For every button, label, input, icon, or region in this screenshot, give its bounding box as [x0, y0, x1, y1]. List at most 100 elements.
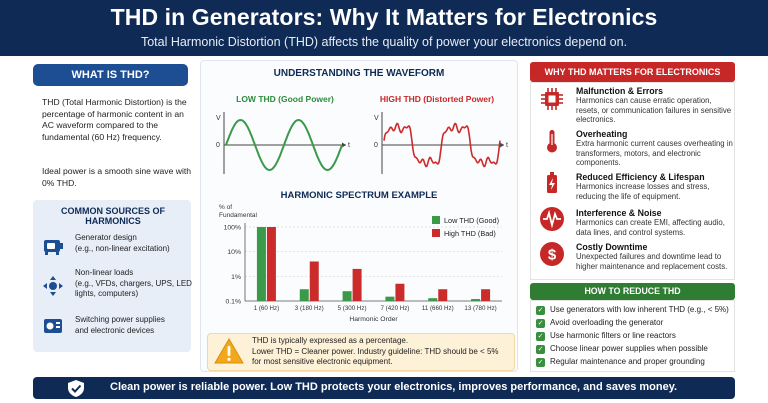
low-thd-waveform: V 0 t	[216, 112, 350, 174]
source-label: Generator design	[75, 233, 137, 242]
source-detail: (e.g., non-linear excitation)	[75, 243, 170, 253]
high-thd-distorted-line	[383, 122, 501, 168]
bar-low-thd	[256, 227, 266, 301]
y-tick-label: 100%	[224, 225, 241, 232]
legend-swatch	[432, 216, 440, 224]
note-line-1: THD is typically expressed as a percenta…	[252, 336, 409, 345]
why-heading-interference: Interference & Noise	[576, 208, 662, 218]
how-to-reduce-heading: HOW TO REDUCE THD	[530, 283, 735, 300]
harmonic-sources-heading: COMMON SOURCES OF HARMONICS	[60, 206, 165, 226]
check-icon: ✓	[536, 345, 545, 354]
ideal-power-text: Ideal power is a smooth sine wave with 0…	[42, 166, 192, 188]
bar-low-thd	[299, 289, 309, 301]
waveform-panel	[200, 60, 518, 372]
source-item-nonlinear: Non-linear loads (e.g., VFDs, chargers, …	[75, 268, 195, 300]
why-desc-overheating: Extra harmonic current causes overheatin…	[576, 139, 733, 168]
why-desc-malfunction: Harmonics can cause erratic operation, r…	[576, 96, 732, 125]
x-tick-label: 7 (420 Hz)	[380, 305, 409, 312]
legend-swatch	[432, 229, 440, 237]
thermometer-icon	[547, 130, 557, 153]
note-line-3: for most sensitive electronic equipment.	[252, 357, 393, 367]
source-item-generator: Generator design (e.g., non-linear excit…	[75, 233, 195, 254]
y-axis-label-line1: % of	[219, 204, 232, 211]
how-to-reduce-panel	[530, 300, 735, 372]
why-desc-efficiency: Harmonics increase losses and stress, re…	[576, 182, 710, 201]
page-title: THD in Generators: Why It Matters for El…	[110, 4, 658, 30]
bar-low-thd	[342, 291, 352, 301]
what-is-thd-text: THD (Total Harmonic Distortion) is the p…	[42, 97, 187, 142]
bar-high-thd	[352, 268, 362, 301]
dollar-icon: $	[540, 242, 564, 266]
reduce-item-text: Avoid overloading the generator	[550, 318, 664, 327]
x-tick-label: 11 (660 Hz)	[422, 305, 454, 312]
bar-high-thd	[309, 261, 319, 301]
note-line-2: Lower THD = Cleaner power. Industry guid…	[252, 346, 499, 356]
why-desc-interference: Harmonics can create EMI, affecting audi…	[576, 218, 725, 237]
reduce-item-text: Regular maintenance and proper grounding	[550, 357, 705, 366]
low-axis-zero: 0	[216, 142, 220, 149]
high-thd-label: HIGH THD (Distorted Power)	[379, 94, 495, 104]
chip-icon	[541, 88, 563, 110]
bar-high-thd	[266, 227, 276, 301]
check-icon: ✓	[536, 319, 545, 328]
why-heading-overheating: Overheating	[576, 129, 628, 139]
thd-note-text: THD is typically expressed as a percenta…	[252, 336, 514, 368]
legend-label: Low THD (Good)	[444, 216, 499, 225]
bar-low-thd	[428, 298, 438, 301]
why-thd-matters-heading: WHY THD MATTERS FOR ELECTRONICS	[530, 62, 735, 82]
why-thd-matters-panel	[530, 82, 735, 280]
bar-low-thd	[385, 296, 395, 301]
why-desc-downtime: Unexpected failures and downtime lead to…	[576, 252, 728, 271]
low-thd-sine-line	[225, 118, 343, 172]
low-thd-label: LOW THD (Good Power)	[236, 94, 334, 104]
y-tick-label: 1%	[231, 274, 241, 281]
what-is-thd-heading: WHAT IS THD?	[33, 64, 188, 86]
svg-text:$: $	[548, 247, 557, 264]
footer-banner	[33, 377, 735, 399]
check-icon: ✓	[536, 358, 545, 367]
high-thd-waveform: V 0 t	[374, 112, 508, 174]
legend-label: High THD (Bad)	[444, 229, 496, 238]
reduce-item-text: Use harmonic filters or line reactors	[550, 331, 676, 340]
x-tick-label: 5 (300 Hz)	[338, 305, 367, 312]
source-detail: and electronic devices	[75, 325, 155, 335]
low-axis-t: t	[348, 142, 350, 149]
bar-high-thd	[395, 283, 405, 301]
high-axis-t: t	[506, 142, 508, 149]
header-banner: THD in Generators: Why It Matters for El…	[0, 0, 768, 56]
bar-low-thd	[471, 299, 481, 301]
thd-note-box	[207, 333, 515, 371]
low-axis-v: V	[216, 115, 221, 122]
warning-icon	[214, 338, 244, 364]
x-tick-label: 13 (780 Hz)	[464, 305, 496, 312]
shield-icon	[68, 380, 84, 397]
power-supply-icon	[44, 319, 62, 333]
x-tick-label: 1 (60 Hz)	[254, 305, 279, 312]
waveform-heading: UNDERSTANDING THE WAVEFORM	[273, 68, 445, 79]
check-icon: ✓	[536, 306, 545, 315]
x-axis-label: Harmonic Order	[349, 316, 398, 323]
source-label: Switching power supplies	[75, 315, 165, 324]
source-item-switching: Switching power supplies and electronic …	[75, 315, 195, 336]
harmonic-spectrum-heading: HARMONIC SPECTRUM EXAMPLE	[280, 190, 438, 201]
high-axis-v: V	[374, 115, 379, 122]
reduce-item-text: Use generators with low inherent THD (e.…	[550, 305, 729, 314]
generator-icon	[44, 240, 63, 255]
interference-icon	[540, 207, 564, 231]
check-icon: ✓	[536, 332, 545, 341]
y-tick-label: 0.1%	[226, 299, 242, 306]
source-detail: (e.g., VFDs, chargers, UPS, LED lights, …	[75, 278, 192, 299]
x-tick-label: 3 (180 Hz)	[295, 305, 324, 312]
nonlinear-load-icon	[43, 276, 63, 296]
source-label: Non-linear loads	[75, 268, 134, 277]
bar-high-thd	[438, 289, 448, 301]
battery-icon	[547, 172, 557, 193]
bar-high-thd	[481, 289, 491, 301]
page-subtitle: Total Harmonic Distortion (THD) affects …	[140, 35, 628, 49]
why-heading-downtime: Costly Downtime	[576, 242, 648, 252]
reduce-item-text: Choose linear power supplies when possib…	[550, 344, 708, 353]
y-tick-label: 10%	[227, 249, 241, 256]
why-heading-malfunction: Malfunction & Errors	[576, 86, 663, 96]
high-axis-zero: 0	[374, 142, 378, 149]
